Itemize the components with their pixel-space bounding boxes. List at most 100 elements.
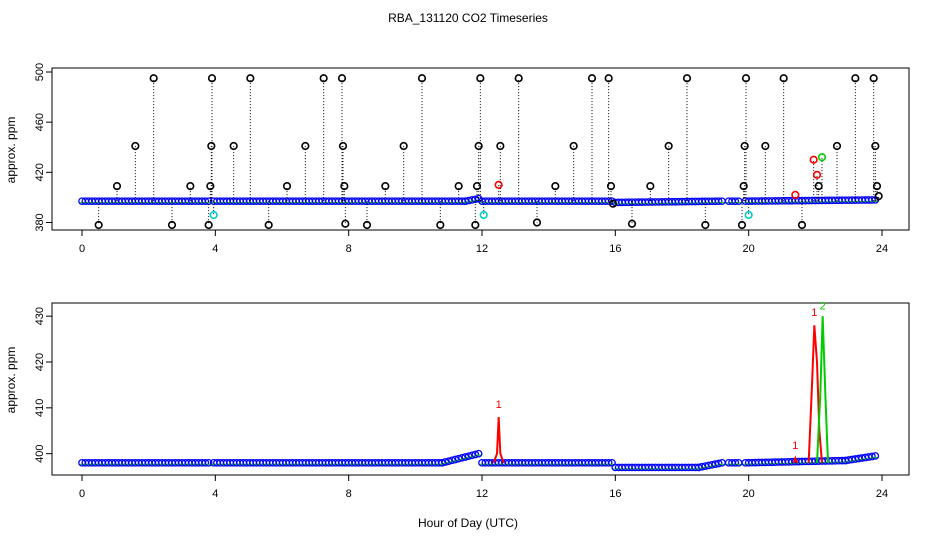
- top-y-tick-label: 420: [34, 163, 46, 181]
- top-spike-point: [797, 220, 807, 230]
- top-y-tick-label: 380: [34, 213, 46, 231]
- bottom-blue-point: [201, 458, 210, 467]
- top-spike-point: [608, 199, 618, 208]
- bottom-y-tick-label: 400: [34, 444, 46, 462]
- top-spike-point: [282, 182, 292, 191]
- bottom-series-2-label: 2: [820, 300, 826, 312]
- bottom-blue-point: [868, 452, 876, 461]
- top-spike-point: [832, 141, 842, 151]
- bottom-blue-point: [714, 459, 723, 468]
- bottom-x-tick-label: 0: [79, 488, 85, 500]
- top-spike-point: [741, 74, 751, 83]
- top-spike-point: [246, 74, 255, 83]
- top-spike-point: [436, 220, 445, 230]
- top-plot-frame: [51, 67, 910, 231]
- bottom-series-1-label: 1: [792, 440, 798, 452]
- bottom-blue-point: [871, 452, 880, 460]
- bottom-y-tick-label: 420: [34, 353, 46, 371]
- top-panel: 0 4 8 12 16 20 24 380 420 460 500 approx. ppm: [4, 63, 910, 255]
- top-spike-point: [229, 141, 238, 151]
- bottom-y-axis-label: approx. ppm: [4, 347, 18, 414]
- bottom-blue-point: [474, 449, 483, 458]
- top-spike-point: [471, 220, 480, 230]
- bottom-x-axis: 0 4 8 12 16 20 24: [79, 475, 888, 500]
- top-spike-point: [167, 220, 177, 230]
- x-axis-label: Hour of Day (UTC): [418, 516, 518, 530]
- bottom-blue-point: [731, 458, 740, 467]
- top-spike-point: [871, 141, 880, 151]
- top-spike-point: [682, 74, 692, 83]
- top-blue-point: [731, 197, 740, 206]
- top-blue-point: [868, 196, 876, 204]
- bottom-x-tick-label: 16: [609, 488, 621, 500]
- chart-title: RBA_131120 CO2 Timeseries: [388, 11, 548, 25]
- top-spike-point: [207, 74, 217, 83]
- top-spike-point: [851, 74, 860, 83]
- top-spike-point: [874, 192, 883, 201]
- bottom-blue-point: [471, 450, 480, 459]
- top-x-tick-label: 0: [79, 243, 85, 255]
- top-spike-point: [701, 220, 710, 230]
- bottom-x-tick-label: 24: [876, 488, 888, 500]
- bottom-series-1-label: 1: [811, 307, 817, 319]
- bottom-y-tick-label: 430: [34, 307, 46, 325]
- top-spike-point: [112, 182, 122, 191]
- top-spike-points: [94, 74, 883, 230]
- top-spike-point: [514, 74, 523, 83]
- top-spike-point: [872, 182, 882, 191]
- top-spike-point: [664, 141, 673, 151]
- top-blue-point: [714, 197, 723, 206]
- bottom-y-axis: 400 410 420 430: [34, 307, 52, 463]
- top-spike-point: [319, 74, 328, 83]
- bottom-x-tick-label: 8: [346, 488, 352, 500]
- top-y-axis: 380 420 460 500: [34, 63, 52, 232]
- top-spike-point: [779, 74, 788, 83]
- top-spike-point: [739, 182, 748, 191]
- top-spike-point: [94, 220, 103, 230]
- top-x-tick-label: 12: [476, 243, 488, 255]
- top-y-tick-label: 460: [34, 113, 46, 131]
- bottom-x-tick-label: 12: [476, 488, 488, 500]
- top-spike-point: [761, 141, 770, 151]
- top-spike-point: [496, 141, 505, 151]
- bottom-blue-point: [604, 458, 613, 467]
- bottom-series-1-peak: [492, 416, 505, 464]
- top-spike-point: [474, 141, 483, 151]
- top-spike-point: [204, 220, 213, 230]
- bottom-x-tick-label: 4: [212, 488, 218, 500]
- bottom-series-1-peak: [807, 325, 823, 463]
- top-spike-point: [362, 220, 372, 230]
- top-spike-point: [206, 182, 215, 191]
- top-spike-point: [341, 219, 350, 228]
- top-spike-point: [869, 74, 878, 83]
- bottom-x-tick-label: 20: [743, 488, 755, 500]
- top-spike-point: [627, 219, 637, 228]
- top-spike-point: [454, 182, 463, 191]
- top-x-tick-label: 20: [743, 243, 755, 255]
- top-spike-point: [479, 210, 488, 220]
- top-spike-point: [340, 182, 349, 191]
- top-spike-point: [209, 210, 218, 220]
- top-spike-point: [740, 141, 749, 151]
- bottom-baseline-series: [78, 449, 880, 472]
- top-spike-point: [606, 182, 616, 191]
- bottom-series-2-peak: [816, 316, 829, 463]
- top-spike-point: [494, 180, 503, 189]
- top-spike-point: [646, 182, 655, 191]
- top-spike-point: [551, 182, 560, 191]
- bottom-series-1-label: 1: [496, 399, 502, 411]
- top-spike-point: [131, 141, 140, 151]
- bottom-y-tick-label: 410: [34, 399, 46, 417]
- top-blue-point: [471, 195, 480, 204]
- top-spike-point: [604, 74, 613, 83]
- bottom-plot-frame: [51, 302, 910, 476]
- top-spike-point: [812, 170, 822, 179]
- top-spike-point: [532, 218, 542, 227]
- top-spike-point: [476, 74, 485, 83]
- top-x-tick-label: 4: [212, 243, 218, 255]
- top-y-axis-label: approx. ppm: [4, 117, 18, 184]
- top-spike-point: [417, 74, 427, 83]
